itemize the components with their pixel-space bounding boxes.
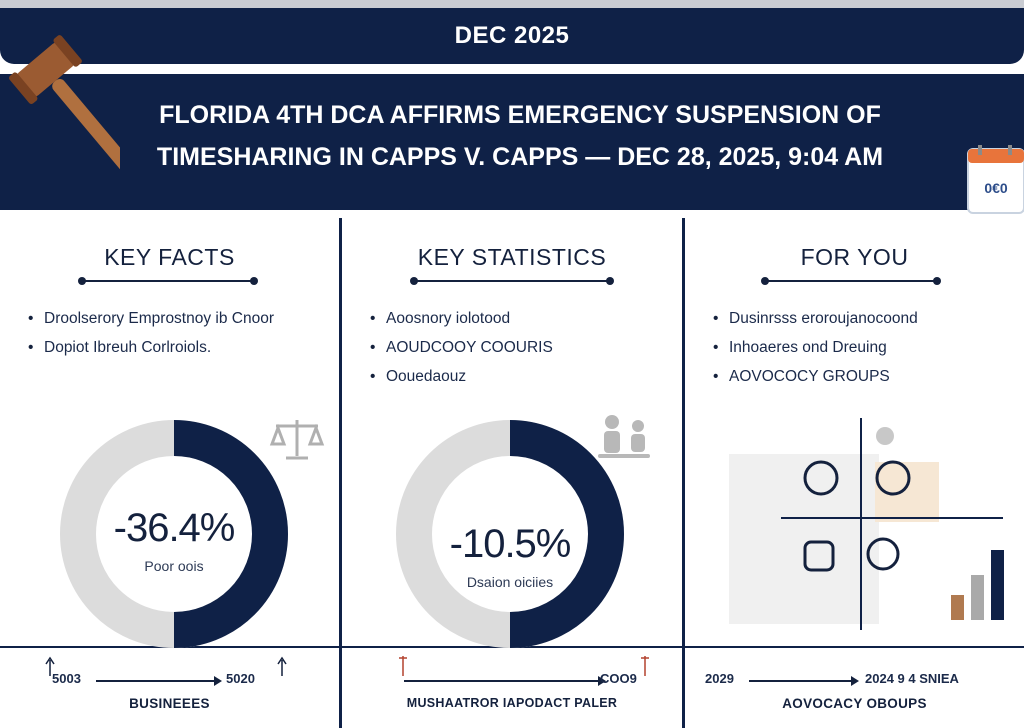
- list-item: Inhoaeres ond Dreuing: [713, 333, 918, 362]
- title-rule: [78, 277, 258, 285]
- column-title: KEY STATISTICS: [417, 244, 607, 270]
- list-item: AOVOCOCY GROUPS: [713, 362, 918, 391]
- key-facts-column: KEY FACTS Droolserory Emprostnoy ib Cnoo…: [0, 218, 339, 648]
- donut-segment: [509, 420, 624, 648]
- date-label: DEC 2025: [454, 22, 570, 49]
- list-item: Aoosnory iolotood: [370, 304, 553, 333]
- bar-2: [971, 575, 984, 620]
- column-divider-1: [339, 218, 342, 728]
- gavel-icon: [9, 35, 120, 199]
- calendar-text: 0€0: [984, 180, 1008, 196]
- donut-label: Poor oois: [144, 558, 204, 574]
- scales-icon: [269, 420, 325, 460]
- timeline-arrow: [749, 677, 859, 685]
- headline-title: FLORIDA 4TH DCA AFFIRMS EMERGENCY SUSPEN…: [90, 94, 950, 178]
- arrow-up-icon: [277, 656, 287, 676]
- top-strip: [0, 0, 1024, 8]
- marker-icon: [641, 656, 649, 676]
- donut-chart: [60, 420, 288, 648]
- bar-1: [951, 595, 964, 620]
- calendar-icon: 0€0: [967, 145, 1024, 214]
- title-rule: [410, 277, 614, 285]
- timeline-advocacy: 2029 2024 9 4 SNIEA AOVOCACY OBOUPS: [685, 650, 1024, 728]
- timeline-arrow: [96, 677, 222, 685]
- timeline-start: 5003: [52, 671, 81, 686]
- date-banner: DEC 2025: [0, 8, 1024, 64]
- timeline-arrow: [404, 677, 606, 685]
- quadrant-infographic-icon: [729, 418, 1004, 630]
- donut-label: Dsaion oiciies: [466, 574, 554, 590]
- key-statistics-column: KEY STATISTICS Aoosnory iolotood AOUDCOO…: [342, 218, 682, 648]
- donut-value: -10.5%: [449, 522, 572, 566]
- timeline-impact: COO9 MUSHAATROR IAPODACT PALER: [342, 650, 682, 728]
- headline-line-1: FLORIDA 4TH DCA AFFIRMS EMERGENCY SUSPEN…: [159, 101, 881, 129]
- column-title: FOR YOU: [800, 244, 909, 270]
- title-rule: [761, 277, 941, 285]
- timeline-end: 5020: [226, 671, 255, 686]
- bullet-list: Dusinrsss eroroujanocoond Inhoaeres ond …: [713, 304, 918, 391]
- bullet-list: Aoosnory iolotood AOUDCOOY COOURIS Ooued…: [370, 304, 553, 391]
- list-item: Dusinrsss eroroujanocoond: [713, 304, 918, 333]
- list-item: Oouedaouz: [370, 362, 553, 391]
- donut-chart: [396, 420, 624, 648]
- list-item: Dopiot Ibreuh Corlroiols.: [28, 333, 274, 362]
- timeline-businesses: 5003 5020 BUSINEEES: [0, 650, 339, 728]
- people-icon: [598, 415, 650, 458]
- donut-segment: [173, 420, 288, 648]
- timeline-end: 2024 9 4 SNIEA: [865, 671, 959, 686]
- donut-value: -36.4%: [113, 506, 236, 550]
- timeline-caption: BUSINEEES: [129, 696, 210, 711]
- timeline-caption: MUSHAATROR IAPODACT PALER: [406, 696, 618, 710]
- bullet-list: Droolserory Emprostnoy ib Cnoor Dopiot I…: [28, 304, 274, 362]
- headline-band: FLORIDA 4TH DCA AFFIRMS EMERGENCY SUSPEN…: [0, 74, 1024, 210]
- for-you-column: FOR YOU Dusinrsss eroroujanocoond Inhoae…: [685, 218, 1024, 646]
- column-title: KEY FACTS: [104, 244, 235, 270]
- headline-line-2: TIMESHARING IN CAPPS V. CAPPS — DEC 28, …: [156, 143, 884, 171]
- list-item: Droolserory Emprostnoy ib Cnoor: [28, 304, 274, 333]
- timeline-end: COO9: [600, 671, 637, 686]
- arrow-up-icon: [45, 656, 55, 676]
- bar-3: [991, 550, 1004, 620]
- timeline-caption: AOVOCACY OBOUPS: [782, 696, 927, 711]
- marker-icon: [399, 656, 407, 676]
- column-divider-2: [682, 218, 685, 728]
- list-item: AOUDCOOY COOURIS: [370, 333, 553, 362]
- timeline-start: 2029: [705, 671, 734, 686]
